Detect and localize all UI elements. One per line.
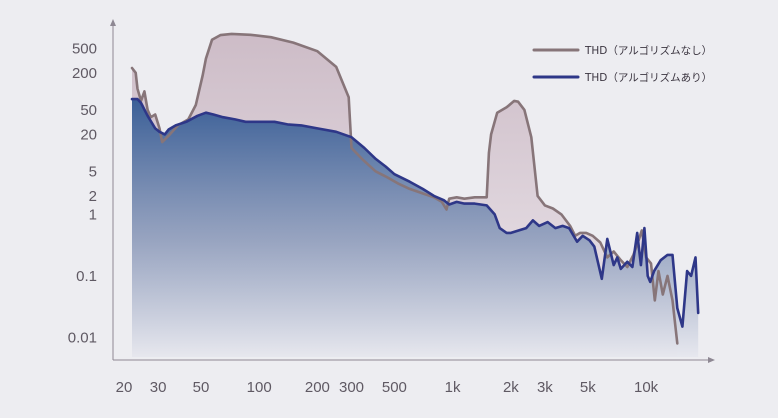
- x-tick-labels: 20 30 50 100 200 300 500 1k 2k 3k 5k 10k: [116, 379, 659, 396]
- y-tick-label-1: 1: [89, 206, 97, 223]
- x-tick-label-2k: 2k: [503, 379, 519, 396]
- y-tick-label-0_01: 0.01: [68, 330, 97, 347]
- x-tick-label-50: 50: [193, 379, 210, 396]
- y-tick-label-20: 20: [80, 126, 97, 143]
- x-tick-label-5k: 5k: [580, 379, 596, 396]
- legend-label-with-algorithm: THD（アルゴリズムあり）: [584, 71, 712, 84]
- x-axis-arrow: [708, 357, 715, 363]
- chart-legend: THD（アルゴリズムなし） THD（アルゴリズムあり）: [532, 44, 712, 84]
- y-tick-label-5: 5: [89, 163, 97, 180]
- area-with-algorithm: [132, 99, 699, 357]
- y-tick-label-200: 200: [72, 65, 97, 82]
- chart-lines: [130, 32, 700, 345]
- y-tick-label-50: 50: [80, 102, 97, 119]
- legend-label-without-algorithm: THD（アルゴリズムなし）: [584, 44, 712, 57]
- x-tick-label-20: 20: [116, 379, 133, 396]
- x-tick-label-30: 30: [150, 379, 167, 396]
- y-tick-label-2: 2: [89, 188, 97, 205]
- y-tick-labels: 0.01 0.1 12 5 20 50 200 500: [68, 40, 97, 346]
- x-tick-label-200: 200: [305, 379, 330, 396]
- line-with-algorithm: [130, 97, 700, 328]
- x-tick-label-300: 300: [339, 379, 364, 396]
- x-tick-label-10k: 10k: [634, 379, 659, 396]
- x-tick-label-1k: 1k: [445, 379, 461, 396]
- y-tick-label-0_1: 0.1: [76, 268, 97, 285]
- chart-areas: [132, 33, 699, 358]
- x-tick-label-100: 100: [247, 379, 272, 396]
- x-tick-label-500: 500: [382, 379, 407, 396]
- y-tick-label-500: 500: [72, 40, 97, 57]
- y-axis-arrow: [110, 19, 116, 26]
- x-tick-label-3k: 3k: [537, 379, 553, 396]
